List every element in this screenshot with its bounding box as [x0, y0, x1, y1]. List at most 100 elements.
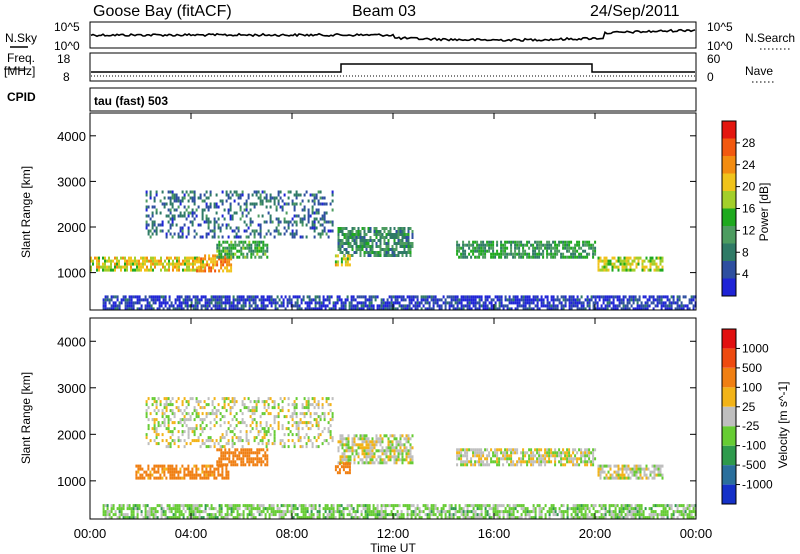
- power-cell: [169, 208, 172, 212]
- power-cell: [311, 193, 314, 197]
- power-cell: [215, 211, 218, 215]
- velocity-cell: [213, 406, 216, 410]
- power-cell: [108, 256, 110, 260]
- power-cell: [460, 298, 463, 302]
- power-cell: [178, 301, 181, 305]
- velocity-cell: [232, 457, 235, 461]
- power-cell: [610, 307, 613, 311]
- velocity-cell: [177, 421, 180, 425]
- power-cell: [155, 229, 158, 233]
- velocity-cell: [344, 507, 347, 511]
- power-cell: [199, 223, 202, 227]
- velocity-cell: [492, 451, 495, 455]
- power-cell: [171, 205, 174, 209]
- velocity-cell: [380, 510, 383, 514]
- power-cell: [424, 301, 427, 305]
- velocity-cell: [500, 451, 503, 455]
- velocity-cell: [351, 437, 354, 441]
- power-cell: [166, 256, 168, 260]
- power-cell: [486, 307, 489, 311]
- velocity-cell: [319, 415, 322, 419]
- velocity-cell: [430, 510, 433, 514]
- power-cell: [554, 255, 557, 259]
- velocity-cell: [586, 454, 589, 458]
- power-cell: [676, 301, 679, 305]
- velocity-cell: [255, 406, 258, 410]
- power-cell: [440, 298, 443, 302]
- power-cell: [626, 307, 629, 311]
- power-cell: [118, 265, 120, 269]
- power-cell: [237, 196, 240, 200]
- power-cell: [258, 249, 261, 253]
- velocity-cell: [472, 454, 475, 458]
- power-cell: [102, 304, 105, 308]
- velocity-cell: [410, 510, 413, 514]
- velocity-cell: [193, 418, 196, 422]
- power-cell: [660, 307, 663, 311]
- power-cell: [130, 298, 133, 302]
- power-cell: [126, 262, 128, 266]
- power-cell: [426, 295, 429, 299]
- power-cell: [490, 307, 493, 311]
- power-cell: [171, 196, 174, 200]
- power-cell: [646, 304, 649, 308]
- power-cell: [216, 307, 219, 311]
- power-cell: [146, 307, 149, 311]
- power-cell: [371, 242, 374, 245]
- power-cell: [149, 190, 152, 194]
- velocity-cell: [278, 513, 281, 517]
- power-cell: [179, 202, 182, 206]
- power-cell: [606, 298, 609, 302]
- velocity-cell: [532, 460, 535, 464]
- power-cell: [285, 202, 288, 206]
- velocity-cell: [106, 510, 109, 514]
- velocity-cell: [161, 409, 164, 413]
- power-cell: [277, 199, 280, 203]
- power-cell: [522, 243, 525, 247]
- velocity-cell: [494, 448, 497, 452]
- power-cell: [572, 246, 575, 250]
- power-cell: [265, 196, 268, 200]
- power-cell: [220, 257, 223, 261]
- noise-frame: [89, 21, 697, 49]
- power-cell: [494, 301, 497, 305]
- velocity-cell: [268, 513, 271, 517]
- power-cell: [223, 217, 226, 221]
- velocity-cell: [530, 454, 533, 458]
- velocity-cell: [160, 504, 163, 508]
- velocity-cell: [183, 470, 186, 474]
- power-cell: [380, 298, 383, 302]
- velocity-cell: [210, 504, 213, 508]
- velocity-cell: [478, 463, 481, 467]
- power-colorbar-swatch: [722, 261, 736, 279]
- velocity-cell: [226, 463, 229, 467]
- velocity-cell: [480, 463, 483, 467]
- power-cell: [436, 301, 439, 305]
- velocity-cell: [167, 418, 170, 422]
- power-cell: [462, 304, 465, 308]
- power-cell: [313, 217, 316, 221]
- power-cell: [480, 240, 483, 244]
- velocity-cell: [263, 400, 266, 404]
- power-cell: [456, 295, 459, 299]
- velocity-cell: [384, 507, 387, 511]
- velocity-cell: [136, 507, 139, 511]
- nave-tick-top: 60: [707, 52, 721, 66]
- velocity-cell: [241, 400, 244, 404]
- velocity-cell: [145, 415, 148, 419]
- power-cell: [275, 226, 278, 230]
- velocity-cell: [383, 461, 386, 465]
- power-cell: [221, 190, 224, 194]
- velocity-cell: [163, 467, 166, 471]
- velocity-cell: [153, 397, 156, 401]
- power-cell: [403, 233, 406, 236]
- power-cell: [494, 255, 497, 259]
- power-cell: [146, 304, 149, 308]
- velocity-cell: [524, 460, 527, 464]
- velocity-cell: [281, 400, 284, 404]
- power-cell: [261, 199, 264, 203]
- power-cell: [351, 248, 354, 251]
- power-cell: [496, 298, 499, 302]
- power-cell: [212, 298, 215, 302]
- velocity-cell: [204, 507, 207, 511]
